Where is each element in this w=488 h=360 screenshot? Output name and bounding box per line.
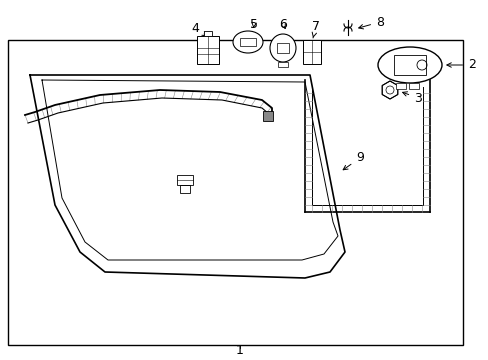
Bar xyxy=(240,38,256,46)
Text: 7: 7 xyxy=(311,19,319,38)
Bar xyxy=(180,185,190,193)
Text: 1: 1 xyxy=(236,343,244,356)
Polygon shape xyxy=(382,81,397,99)
Ellipse shape xyxy=(269,34,295,62)
Text: 9: 9 xyxy=(343,152,363,170)
Polygon shape xyxy=(30,75,345,278)
Bar xyxy=(395,83,405,89)
Bar xyxy=(263,111,272,121)
FancyBboxPatch shape xyxy=(197,36,219,64)
Text: 2: 2 xyxy=(446,58,475,72)
Bar xyxy=(203,31,212,36)
Ellipse shape xyxy=(377,47,441,83)
Bar xyxy=(177,175,193,185)
FancyBboxPatch shape xyxy=(303,40,320,64)
Bar xyxy=(278,62,287,67)
Bar xyxy=(8,40,462,345)
Text: 4: 4 xyxy=(191,22,206,36)
Text: 3: 3 xyxy=(402,91,421,104)
Text: 8: 8 xyxy=(358,15,383,29)
Text: 5: 5 xyxy=(249,18,258,31)
Bar xyxy=(408,83,418,89)
Ellipse shape xyxy=(232,31,263,53)
Text: 6: 6 xyxy=(279,18,286,31)
Bar xyxy=(276,43,288,53)
